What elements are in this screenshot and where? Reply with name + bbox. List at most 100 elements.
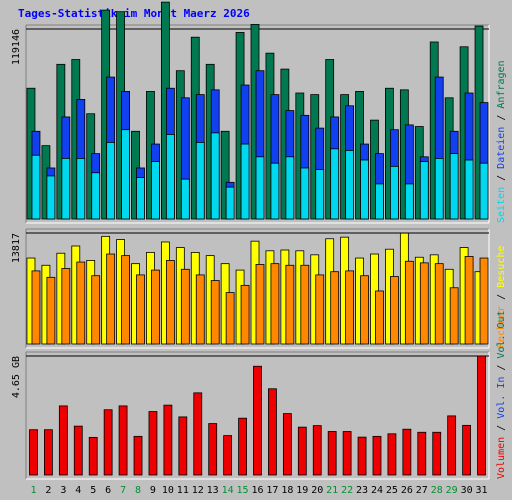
- x-tick-label-day-28: 28: [431, 485, 443, 496]
- bar-rechner-day-9: [151, 269, 160, 345]
- panel-top-max-label: 119146: [11, 29, 22, 65]
- bar-rechner-day-20: [315, 274, 325, 345]
- bar-anfragen-day-14: [220, 130, 230, 220]
- bar-rechner-day-12: [195, 274, 205, 345]
- panel-bot: 4.65 GB Volumen / Vol. In / Vol. Out: [11, 310, 507, 480]
- bar-volumen-day-20: [312, 425, 322, 476]
- panel-top-legend-part-0: Seiten: [496, 187, 507, 223]
- bar-seiten-day-2: [46, 175, 56, 220]
- bar-seiten-day-22: [345, 150, 355, 220]
- x-tick-label-day-21: 21: [326, 485, 338, 496]
- bar-rechner-day-28: [434, 263, 444, 345]
- bar-volumen-day-13: [208, 423, 218, 476]
- bar-seiten-day-24: [375, 183, 384, 220]
- panel-bot-legend-part-0: Volumen: [496, 437, 507, 479]
- bar-volumen-day-6: [103, 409, 113, 476]
- bar-rechner-day-27: [419, 262, 429, 345]
- bar-rechner-day-26: [404, 260, 414, 345]
- bar-volumen-day-25: [387, 433, 397, 476]
- bar-seiten-day-29: [449, 153, 459, 220]
- bar-seiten-day-5: [91, 172, 101, 220]
- bar-rechner-day-4: [76, 261, 86, 345]
- bar-seiten-day-19: [300, 167, 310, 220]
- x-tick-label-day-25: 25: [386, 485, 398, 496]
- panel-top: 119146 Seiten / Dateien / Anfragen: [11, 1, 507, 224]
- bar-rechner-day-2: [46, 276, 56, 345]
- x-tick-label-day-8: 8: [135, 485, 141, 496]
- x-tick-label-day-9: 9: [150, 485, 156, 496]
- bar-seiten-day-28: [434, 158, 444, 220]
- bar-rechner-day-18: [285, 264, 295, 345]
- bar-volumen-day-31: [477, 355, 486, 476]
- panel-mid-max-label: 13817: [11, 233, 22, 263]
- bar-volumen-day-18: [282, 413, 292, 476]
- bar-seiten-day-13: [210, 132, 220, 220]
- bar-rechner-day-16: [255, 264, 265, 345]
- bar-rechner-day-31: [479, 257, 489, 345]
- x-tick-label-day-27: 27: [416, 485, 428, 496]
- bar-rechner-day-24: [375, 290, 384, 345]
- bar-volumen-day-1: [29, 429, 38, 476]
- bar-rechner-day-30: [464, 256, 474, 345]
- x-tick-label-day-26: 26: [401, 485, 413, 496]
- bar-seiten-day-12: [195, 142, 205, 220]
- bar-volumen-day-26: [402, 428, 412, 476]
- bar-volumen-day-7: [118, 405, 128, 476]
- bar-seiten-day-4: [76, 158, 86, 220]
- bar-seiten-day-8: [136, 177, 145, 220]
- x-tick-label-day-16: 16: [251, 485, 263, 496]
- bar-volumen-day-5: [88, 436, 98, 476]
- bar-volumen-day-10: [163, 404, 173, 476]
- bar-seiten-day-15: [240, 143, 250, 220]
- bar-volumen-day-19: [297, 426, 307, 476]
- bar-seiten-day-23: [360, 159, 369, 220]
- panel-bot-legend-part-3: /: [496, 359, 507, 377]
- panel-mid-legend: Rechner / Besuche: [496, 246, 507, 348]
- panel-mid: 13817 Rechner / Besuche: [11, 228, 507, 349]
- x-tick-label-day-18: 18: [281, 485, 293, 496]
- bar-seiten-day-3: [61, 158, 71, 220]
- x-tick-label-day-17: 17: [266, 485, 278, 496]
- bar-volumen-day-29: [447, 415, 457, 476]
- x-tick-label-day-19: 19: [296, 485, 308, 496]
- x-tick-label-day-24: 24: [371, 485, 383, 496]
- bar-rechner-day-5: [91, 275, 101, 345]
- x-tick-label-day-3: 3: [60, 485, 66, 496]
- chart-panels: 119146 Seiten / Dateien / Anfragen 13817 Re…: [11, 1, 507, 480]
- x-tick-label-day-31: 31: [476, 485, 488, 496]
- bar-volumen-day-9: [148, 411, 158, 476]
- bar-seiten-day-7: [121, 129, 130, 220]
- bar-volumen-day-3: [58, 405, 68, 476]
- bar-rechner-day-3: [61, 268, 71, 345]
- panel-bot-legend-part-4: Vol. Out: [496, 310, 507, 358]
- bar-seiten-day-30: [464, 159, 474, 220]
- bar-volumen-day-16: [253, 365, 262, 476]
- bar-volumen-day-21: [327, 431, 337, 476]
- bar-seiten-day-31: [479, 162, 489, 220]
- panel-top-legend-part-1: /: [496, 169, 507, 187]
- x-tick-label-day-20: 20: [311, 485, 323, 496]
- x-tick-label-day-13: 13: [207, 485, 219, 496]
- bar-seiten-day-11: [180, 178, 190, 220]
- bar-volumen-day-2: [44, 429, 53, 476]
- chart-title: Tages-Statistik im Monat Maerz 2026: [18, 7, 250, 20]
- bar-rechner-day-1: [31, 270, 41, 345]
- x-tick-label-day-10: 10: [162, 485, 174, 496]
- bar-seiten-day-9: [151, 161, 160, 220]
- bar-seiten-day-27: [419, 161, 429, 220]
- bar-volumen-day-4: [73, 425, 83, 476]
- bar-volumen-day-15: [238, 417, 247, 476]
- bar-volumen-day-22: [342, 431, 352, 476]
- bar-rechner-day-10: [165, 260, 175, 345]
- panel-bot-legend-part-1: /: [496, 419, 507, 437]
- x-tick-label-day-12: 12: [192, 485, 204, 496]
- bar-rechner-day-22: [345, 270, 355, 345]
- bar-seiten-day-14: [225, 186, 235, 220]
- bar-rechner-day-7: [121, 255, 130, 345]
- x-tick-label-day-1: 1: [30, 485, 36, 496]
- bar-volumen-day-23: [357, 436, 367, 476]
- bar-seiten-day-16: [255, 156, 265, 220]
- bar-rechner-day-17: [270, 263, 280, 345]
- bar-seiten-day-20: [315, 169, 325, 220]
- bar-rechner-day-13: [210, 280, 220, 345]
